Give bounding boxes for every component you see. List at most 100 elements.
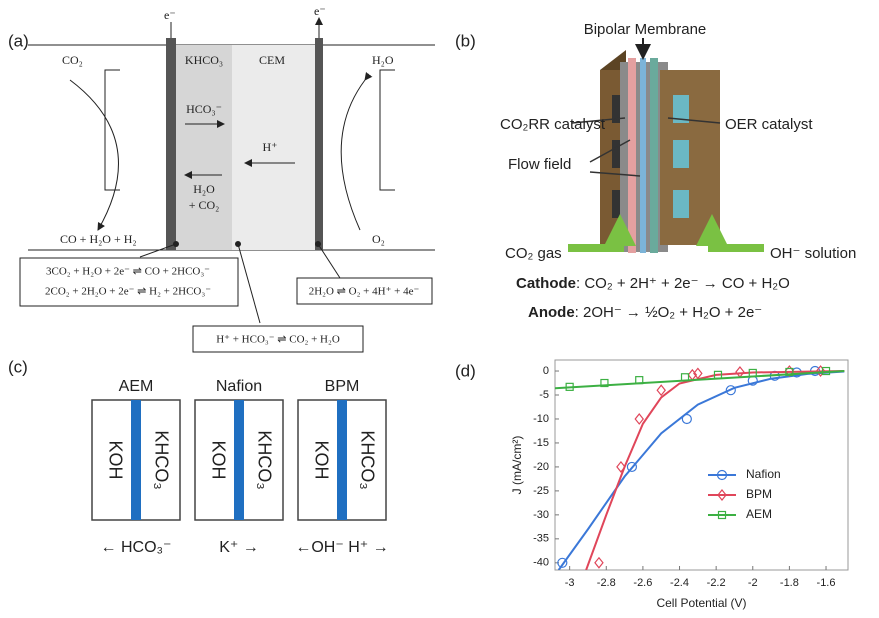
electron: e⁻ xyxy=(164,8,176,22)
point xyxy=(821,366,831,376)
panel-label: (b) xyxy=(455,31,476,50)
point xyxy=(681,413,692,425)
membrane xyxy=(337,400,347,520)
reaction: 2CO₂ + 2H₂O + 2e⁻ ⇌ H₂ + 2HCO₃⁻ xyxy=(45,286,211,298)
panel-b: Bipolar Membrane CO₂RR catalyst OER cata… xyxy=(500,21,856,321)
species: H₂O xyxy=(193,182,215,196)
y-tick-label: -30 xyxy=(533,509,549,521)
panel-a: e⁻ e⁻ CO₂ H₂O KHCO₃ CEM HCO₃⁻ H⁺ H₂O + C… xyxy=(19,4,435,353)
label: CO₂RR catalyst xyxy=(500,116,606,133)
ion: H⁺ xyxy=(263,140,278,154)
fit-curve xyxy=(585,370,845,570)
y-tick-label: -5 xyxy=(539,389,549,401)
label: OH⁻ solution xyxy=(770,245,856,262)
y-tick-label: -40 xyxy=(533,557,549,569)
reaction: H⁺ + HCO₃⁻ ⇌ CO₂ + H₂O xyxy=(216,334,340,346)
label: CO₂ gas xyxy=(505,245,562,262)
equation-text: : CO₂ + 2H⁺ + 2e⁻ → CO + H₂O xyxy=(576,275,790,292)
panel-label: (a) xyxy=(8,31,29,50)
legend-marker xyxy=(717,489,727,501)
point xyxy=(680,373,690,382)
x-tick-label: -2.4 xyxy=(670,577,689,589)
y-tick-label: 0 xyxy=(543,365,549,377)
electrode: Cathode xyxy=(516,275,576,292)
cell-name: Nafion xyxy=(216,378,262,395)
y-tick-label: -20 xyxy=(533,461,549,473)
legend-marker xyxy=(716,469,728,481)
point xyxy=(565,382,574,391)
electrolyte: KHCO₃ xyxy=(254,430,274,489)
legend-label: AEM xyxy=(746,507,772,521)
y-tick-label: -10 xyxy=(533,413,549,425)
y-tick-label: -35 xyxy=(533,533,549,545)
label: Bipolar Membrane xyxy=(584,21,707,38)
electrode: Anode xyxy=(528,304,575,321)
reaction: 2H₂O ⇌ O₂ + 4H⁺ + 4e⁻ xyxy=(309,286,420,298)
panel-label: (c) xyxy=(8,357,28,376)
transport: ←OH⁻ H⁺ → xyxy=(295,539,388,556)
electrolyte: KOH xyxy=(105,440,125,479)
x-tick-label: -2 xyxy=(748,577,758,589)
point xyxy=(735,366,745,378)
point xyxy=(594,556,604,569)
x-tick-label: -1.6 xyxy=(817,577,836,589)
point xyxy=(785,367,794,377)
species: H₂O xyxy=(372,53,394,67)
x-tick-label: -2.2 xyxy=(707,577,726,589)
electrolyte: KHCO₃ xyxy=(357,430,377,489)
point xyxy=(557,557,568,568)
point xyxy=(626,461,638,473)
point xyxy=(815,365,826,377)
point xyxy=(600,378,609,388)
species: CO₂ xyxy=(62,53,83,67)
x-tick-label: -1.8 xyxy=(780,577,799,589)
transport: ← HCO₃⁻ xyxy=(101,539,172,556)
reaction: 3CO₂ + H₂O + 2e⁻ ⇌ CO + 2HCO₃⁻ xyxy=(46,266,210,278)
compartment: CEM xyxy=(259,53,285,67)
y-axis-label: J (mA/cm²) xyxy=(510,436,524,495)
x-axis-label: Cell Potential (V) xyxy=(656,596,746,610)
legend-label: Nafion xyxy=(746,467,781,481)
cell-name: BPM xyxy=(325,378,360,395)
x-tick-label: -2.8 xyxy=(597,577,616,589)
fit-curve xyxy=(557,370,845,570)
cell-name: AEM xyxy=(119,378,154,395)
point xyxy=(616,460,626,473)
equation: Cathode: CO₂ + 2H⁺ + 2e⁻ → CO + H₂O xyxy=(516,275,790,292)
point xyxy=(748,368,757,378)
ion: HCO₃⁻ xyxy=(186,102,222,116)
point xyxy=(713,370,723,379)
plot-area xyxy=(555,365,845,570)
membrane xyxy=(234,400,244,520)
transport: K⁺ → xyxy=(219,539,259,556)
equation: Anode: 2OH⁻ → ½O₂ + H₂O + 2e⁻ xyxy=(528,304,762,321)
electron: e⁻ xyxy=(314,4,326,18)
species: + CO₂ xyxy=(189,198,220,212)
label: OER catalyst xyxy=(725,116,813,133)
membrane xyxy=(131,400,141,520)
y-tick-label: -15 xyxy=(533,437,549,449)
electrolyte: KOH xyxy=(311,440,331,479)
fit-curve xyxy=(555,370,845,390)
equation-text: : 2OH⁻ → ½O₂ + H₂O + 2e⁻ xyxy=(575,304,763,321)
legend-label: BPM xyxy=(746,487,772,501)
point xyxy=(635,376,644,385)
x-tick-label: -3 xyxy=(565,577,575,589)
compartment: KHCO₃ xyxy=(185,53,223,67)
products: O₂ xyxy=(372,232,385,246)
products: CO + H₂O + H₂ xyxy=(60,232,137,246)
label: Flow field xyxy=(508,156,571,173)
electrolyte: KOH xyxy=(208,440,228,479)
panel-d: 0 -5 -10 -15 -20 -25 -30 -35 -40 -3 -2.8 -2.6 -2.4 -2… xyxy=(510,359,849,610)
y-tick-label: -25 xyxy=(533,485,549,497)
point xyxy=(656,384,666,397)
point xyxy=(634,413,645,425)
x-tick-label: -2.6 xyxy=(633,577,652,589)
electrolyte: KHCO₃ xyxy=(151,430,171,489)
point xyxy=(693,367,703,380)
legend-marker xyxy=(717,510,727,520)
panel-label: (d) xyxy=(455,361,476,380)
point xyxy=(725,385,736,396)
panel-c: AEM KOH KHCO₃ ← HCO₃⁻ Nafion KOH KHCO₃ K⁺ → BPM K… xyxy=(91,378,389,556)
